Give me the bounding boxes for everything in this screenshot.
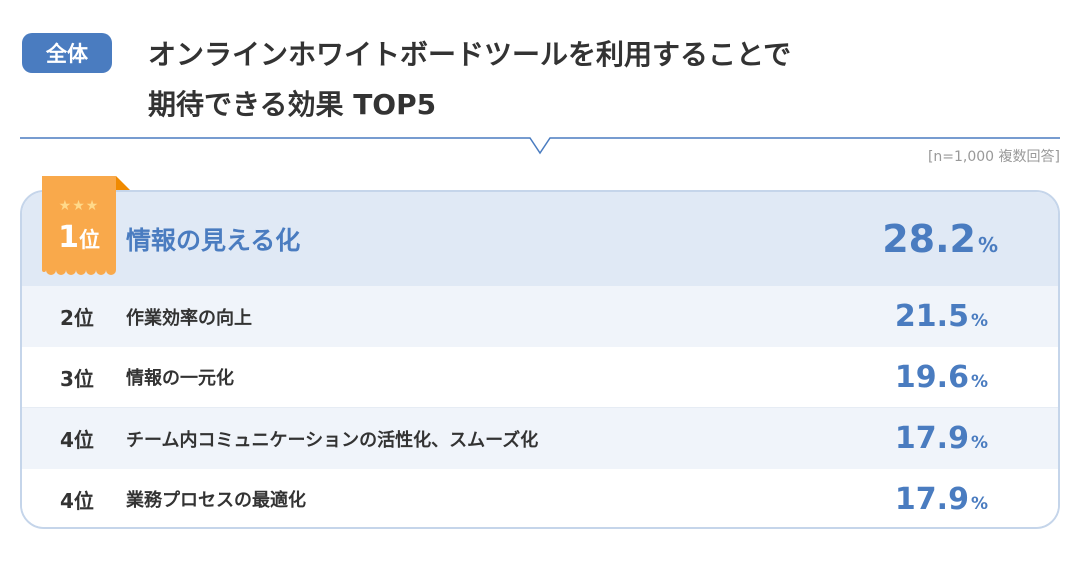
first-place-ribbon: ★★★ 1位	[42, 176, 130, 278]
item-value: 21.5%	[894, 299, 988, 334]
item-label: 情報の一元化	[126, 368, 234, 389]
rank-label: 1位	[58, 220, 100, 255]
item-value: 17.9%	[894, 481, 988, 517]
table-row: 4位 チーム内コミュニケーションの活性化、スムーズ化 17.9%	[22, 408, 1058, 469]
item-value: 19.6%	[894, 359, 988, 395]
item-value: 28.2%	[882, 217, 998, 261]
table-row: 4位 業務プロセスの最適化 17.9%	[22, 469, 1058, 527]
sample-note: [n=1,000 複数回答]	[927, 149, 1060, 165]
segment-badge: 全体	[22, 33, 112, 73]
item-value: 17.9%	[894, 421, 988, 456]
rank-label: 4位	[60, 488, 94, 513]
rank-label: 3位	[60, 366, 94, 391]
table-row: 3位 情報の一元化 19.6%	[22, 347, 1058, 408]
page-title: オンラインホワイトボードツールを利用することで 期待できる効果 TOP5	[148, 30, 791, 130]
title-line-1: オンラインホワイトボードツールを利用することで	[148, 38, 792, 71]
table-row: 2位 作業効率の向上 21.5%	[22, 286, 1058, 347]
item-label: 情報の見える化	[126, 226, 301, 255]
item-label: 作業効率の向上	[126, 307, 252, 329]
divider-with-notch	[20, 137, 1060, 155]
rank-label: 4位	[60, 428, 94, 452]
rank-label: 2位	[60, 306, 94, 330]
title-line-2: 期待できる効果 TOP5	[148, 88, 437, 121]
item-label: チーム内コミュニケーションの活性化、スムーズ化	[126, 429, 539, 451]
ranking-table: 情報の見える化 28.2% 2位 作業効率の向上 21.5% 3位 情報の一元化…	[20, 190, 1060, 529]
star-icon: ★★★	[58, 198, 100, 214]
ribbon-shape-icon	[42, 176, 130, 275]
table-row: 情報の見える化 28.2%	[22, 192, 1058, 286]
item-label: 業務プロセスの最適化	[126, 490, 306, 511]
